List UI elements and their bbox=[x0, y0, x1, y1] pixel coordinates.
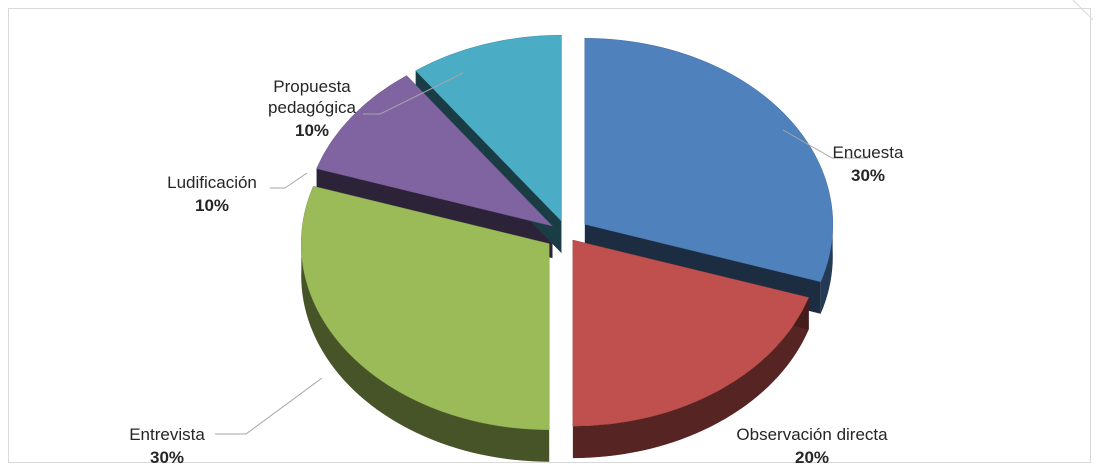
slice-label-2: Entrevista bbox=[129, 425, 205, 444]
pie-wall-outer-1 bbox=[572, 297, 809, 459]
corner-decoration bbox=[1072, 0, 1094, 20]
leader-line-3 bbox=[270, 172, 308, 189]
pie-slice-encuesta bbox=[584, 38, 834, 283]
slice-label-4-0: Propuesta bbox=[273, 77, 351, 96]
pie-wall-outer-2 bbox=[301, 237, 550, 462]
pie-slice-entrevista bbox=[300, 185, 550, 430]
leader-line-2 bbox=[215, 377, 323, 435]
pie-slice-propuesta-pedag-gica bbox=[415, 34, 562, 222]
pie-slice-observaci-n-directa bbox=[572, 239, 810, 427]
slice-label-4-1: pedagógica bbox=[268, 98, 356, 117]
pie-labels: Encuesta 30% Observación directa 20% Entrevi… bbox=[129, 77, 904, 467]
pie-tops bbox=[300, 34, 834, 430]
leader-line-0 bbox=[782, 129, 868, 159]
slice-percent-3: 10% bbox=[195, 196, 229, 215]
slice-label-3: Ludificación bbox=[167, 173, 257, 192]
slice-percent-2: 30% bbox=[150, 448, 184, 467]
slice-percent-1: 20% bbox=[795, 448, 829, 467]
leader-lines bbox=[215, 72, 868, 435]
slice-percent-4: 10% bbox=[295, 121, 329, 140]
pie-slice-ludificaci-n bbox=[316, 75, 554, 227]
slice-label-1: Observación directa bbox=[736, 425, 888, 444]
slice-label-0: Encuesta bbox=[833, 143, 904, 162]
leader-line-4 bbox=[363, 72, 464, 115]
slice-percent-0: 30% bbox=[851, 166, 885, 185]
